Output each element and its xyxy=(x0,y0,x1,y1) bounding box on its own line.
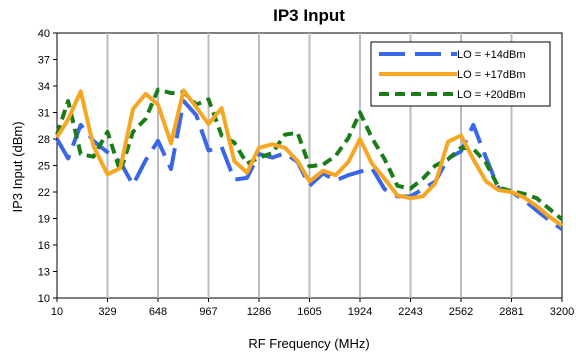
x-tick-label: 1605 xyxy=(297,306,321,318)
legend: LO = +14dBm LO = +17dBm LO = +20dBm xyxy=(370,41,551,107)
series-line-1 xyxy=(55,99,564,231)
y-tick-label: 31 xyxy=(38,108,50,120)
series-line-3 xyxy=(55,87,564,221)
series-group xyxy=(55,87,564,231)
y-tick-label: 10 xyxy=(38,293,50,305)
y-tick-label: 16 xyxy=(38,240,50,252)
y-tick-label: 34 xyxy=(38,81,50,93)
x-tick-label: 967 xyxy=(199,306,217,318)
x-tick-label: 2881 xyxy=(499,306,523,318)
legend-label-3: LO = +20dBm xyxy=(457,89,526,101)
x-axis-label: RF Frequency (MHz) xyxy=(248,336,369,351)
x-tick-label: 1286 xyxy=(247,306,271,318)
x-tick-label: 2562 xyxy=(449,306,473,318)
y-tick-label: 19 xyxy=(38,214,50,226)
y-tick-label: 13 xyxy=(38,267,50,279)
y-tick-label: 25 xyxy=(38,161,50,173)
x-tick-label: 2243 xyxy=(398,306,422,318)
y-tick-label: 28 xyxy=(38,134,50,146)
y-tick-label: 37 xyxy=(38,55,50,67)
legend-label-1: LO = +14dBm xyxy=(457,49,526,61)
plot-area: 10 13 16 19 22 25 28 31 34 37 40 10 329 648 967 1286 16… xyxy=(38,28,574,318)
x-tick-label: 329 xyxy=(98,306,116,318)
x-tick-label: 3200 xyxy=(550,306,574,318)
chart-title: IP3 Input xyxy=(273,6,345,25)
y-tick-label: 40 xyxy=(38,28,50,40)
y-ticks: 10 13 16 19 22 25 28 31 34 37 40 xyxy=(38,28,57,305)
x-tick-label: 1924 xyxy=(348,306,372,318)
y-axis-label: IP3 Input (dBm) xyxy=(10,121,25,212)
y-tick-label: 22 xyxy=(38,187,50,199)
x-tick-label: 10 xyxy=(51,306,63,318)
series-line-2 xyxy=(55,88,564,228)
x-ticks: 10 329 648 967 1286 1605 1924 2243 2562 2881 3200 xyxy=(51,298,574,318)
legend-label-2: LO = +17dBm xyxy=(457,69,526,81)
x-tick-label: 648 xyxy=(149,306,167,318)
